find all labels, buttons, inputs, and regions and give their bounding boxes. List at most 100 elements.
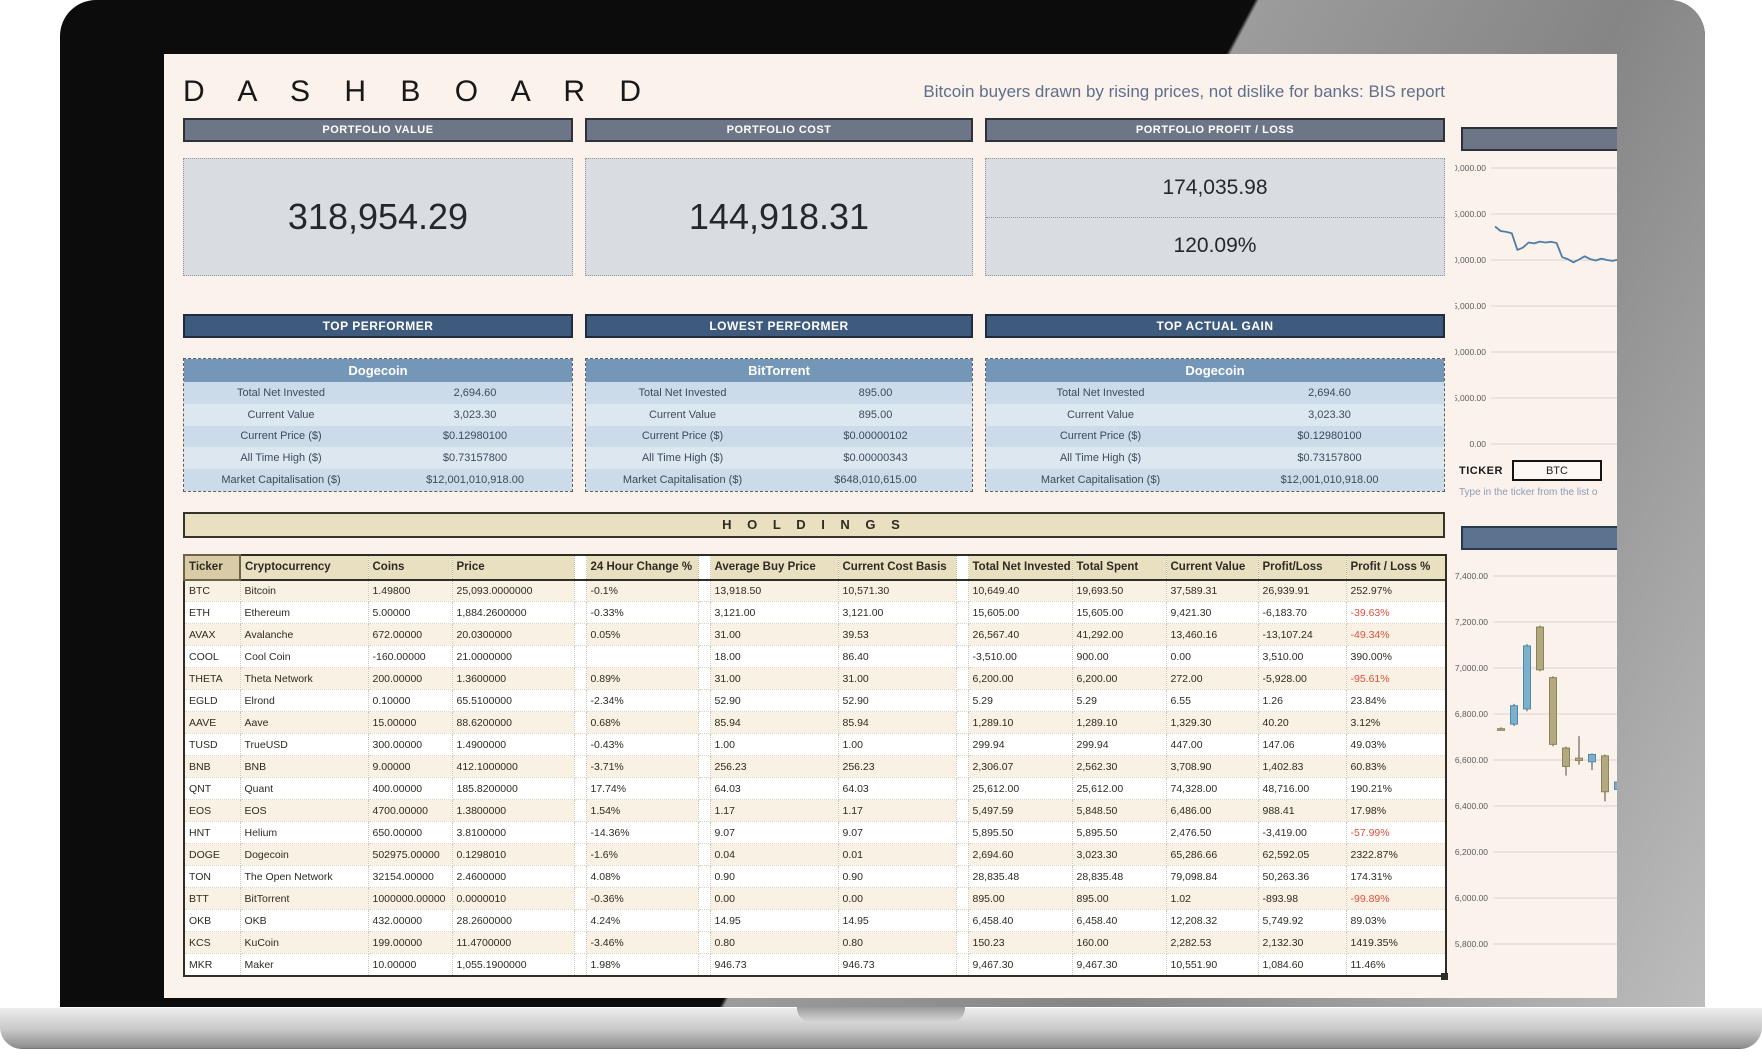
cell[interactable]: -39.63% <box>1346 601 1447 625</box>
cell[interactable]: 895.00 <box>1072 887 1167 911</box>
cell[interactable]: 1,289.10 <box>1072 711 1167 735</box>
cell[interactable]: 9.07 <box>838 821 957 845</box>
cell[interactable]: 13,918.50 <box>710 579 839 603</box>
spacer-cell[interactable] <box>956 821 969 845</box>
spacer-cell[interactable] <box>574 777 587 801</box>
cell[interactable]: 17.98% <box>1346 799 1447 823</box>
cell[interactable]: 9,467.30 <box>968 953 1073 977</box>
cell[interactable]: 988.41 <box>1258 799 1347 823</box>
cell[interactable]: 0.00 <box>838 887 957 911</box>
cell[interactable]: -49.34% <box>1346 623 1447 647</box>
cell[interactable]: 1,289.10 <box>968 711 1073 735</box>
cell[interactable]: Avalanche <box>240 623 369 647</box>
cell[interactable]: -3,419.00 <box>1258 821 1347 845</box>
spacer-cell[interactable] <box>574 733 587 757</box>
cell[interactable]: -6,183.70 <box>1258 601 1347 625</box>
cell[interactable]: 6,486.00 <box>1166 799 1259 823</box>
cell[interactable]: 21.0000000 <box>452 645 575 669</box>
cell[interactable]: -0.1% <box>586 579 699 603</box>
cell[interactable]: 10.00000 <box>368 953 453 977</box>
cell[interactable]: -893.98 <box>1258 887 1347 911</box>
cell[interactable]: 900.00 <box>1072 645 1167 669</box>
cell[interactable]: 3.12% <box>1346 711 1447 735</box>
spacer-cell[interactable] <box>698 733 711 757</box>
cell[interactable]: Elrond <box>240 689 369 713</box>
cell[interactable]: -160.00000 <box>368 645 453 669</box>
spacer-cell[interactable] <box>574 843 587 867</box>
cell[interactable]: HNT <box>184 821 241 845</box>
cell[interactable]: 64.03 <box>838 777 957 801</box>
spacer-cell[interactable] <box>956 953 969 977</box>
cell[interactable]: 3,510.00 <box>1258 645 1347 669</box>
cell[interactable]: -3.71% <box>586 755 699 779</box>
cell[interactable]: 23.84% <box>1346 689 1447 713</box>
cell[interactable]: Maker <box>240 953 369 977</box>
cell[interactable]: 1.4900000 <box>452 733 575 757</box>
column-header-profit-loss-[interactable]: Profit / Loss % <box>1346 554 1447 581</box>
cell[interactable]: 3,023.30 <box>1072 843 1167 867</box>
cell[interactable]: -0.33% <box>586 601 699 625</box>
cell[interactable]: 1,084.60 <box>1258 953 1347 977</box>
spacer-cell[interactable] <box>574 953 587 977</box>
cell[interactable]: -13,107.24 <box>1258 623 1347 647</box>
cell[interactable]: Cool Coin <box>240 645 369 669</box>
spacer-cell[interactable] <box>574 667 587 691</box>
cell[interactable]: BTC <box>184 579 241 603</box>
spacer-cell[interactable] <box>698 667 711 691</box>
cell[interactable]: The Open Network <box>240 865 369 889</box>
cell[interactable]: TUSD <box>184 733 241 757</box>
column-header-total-spent[interactable]: Total Spent <box>1072 554 1167 581</box>
cell[interactable]: 299.94 <box>1072 733 1167 757</box>
cell[interactable]: 1.98% <box>586 953 699 977</box>
cell[interactable]: 39.53 <box>838 623 957 647</box>
cell[interactable]: 190.21% <box>1346 777 1447 801</box>
cell[interactable]: 2322.87% <box>1346 843 1447 867</box>
cell[interactable]: 2,306.07 <box>968 755 1073 779</box>
spacer-cell[interactable] <box>574 909 587 933</box>
column-header-cryptocurrency[interactable]: Cryptocurrency <box>240 554 369 581</box>
cell[interactable]: 5,497.59 <box>968 799 1073 823</box>
cell[interactable]: 147.06 <box>1258 733 1347 757</box>
cell[interactable]: 256.23 <box>838 755 957 779</box>
cell[interactable]: EGLD <box>184 689 241 713</box>
cell[interactable]: Aave <box>240 711 369 735</box>
cell[interactable]: 6.55 <box>1166 689 1259 713</box>
spacer-cell[interactable] <box>956 887 969 911</box>
cell[interactable]: -95.61% <box>1346 667 1447 691</box>
cell[interactable]: 1419.35% <box>1346 931 1447 955</box>
cell[interactable]: 1,402.83 <box>1258 755 1347 779</box>
cell[interactable]: -14.36% <box>586 821 699 845</box>
spacer-cell[interactable] <box>956 909 969 933</box>
cell[interactable]: -0.43% <box>586 733 699 757</box>
cell[interactable]: 15,605.00 <box>968 601 1073 625</box>
cell[interactable]: 6,200.00 <box>1072 667 1167 691</box>
cell[interactable]: 2,694.60 <box>968 843 1073 867</box>
cell[interactable]: 3,708.90 <box>1166 755 1259 779</box>
cell[interactable]: 18.00 <box>710 645 839 669</box>
cell[interactable]: TON <box>184 865 241 889</box>
cell[interactable]: 1,884.2600000 <box>452 601 575 625</box>
cell[interactable]: 9,421.30 <box>1166 601 1259 625</box>
cell[interactable]: OKB <box>240 909 369 933</box>
cell[interactable]: 19,693.50 <box>1072 579 1167 603</box>
spacer-cell[interactable] <box>574 689 587 713</box>
cell[interactable]: 37,589.31 <box>1166 579 1259 603</box>
column-header-total-net-invested[interactable]: Total Net Invested <box>968 554 1073 581</box>
column-header-ticker[interactable]: Ticker <box>183 553 241 581</box>
spacer-cell[interactable] <box>956 865 969 889</box>
spacer-cell[interactable] <box>698 645 711 669</box>
cell[interactable]: 1.00 <box>838 733 957 757</box>
cell[interactable]: 20.0300000 <box>452 623 575 647</box>
cell[interactable]: 14.95 <box>710 909 839 933</box>
cell[interactable]: 5,895.50 <box>1072 821 1167 845</box>
cell[interactable]: Dogecoin <box>240 843 369 867</box>
cell[interactable]: 1,329.30 <box>1166 711 1259 735</box>
cell[interactable]: Quant <box>240 777 369 801</box>
spacer-cell[interactable] <box>956 931 969 955</box>
spacer-column[interactable] <box>698 554 711 581</box>
cell[interactable]: 2,476.50 <box>1166 821 1259 845</box>
column-header-coins[interactable]: Coins <box>368 554 453 581</box>
cell[interactable]: 41,292.00 <box>1072 623 1167 647</box>
cell[interactable]: 10,551.90 <box>1166 953 1259 977</box>
cell[interactable]: BitTorrent <box>240 887 369 911</box>
